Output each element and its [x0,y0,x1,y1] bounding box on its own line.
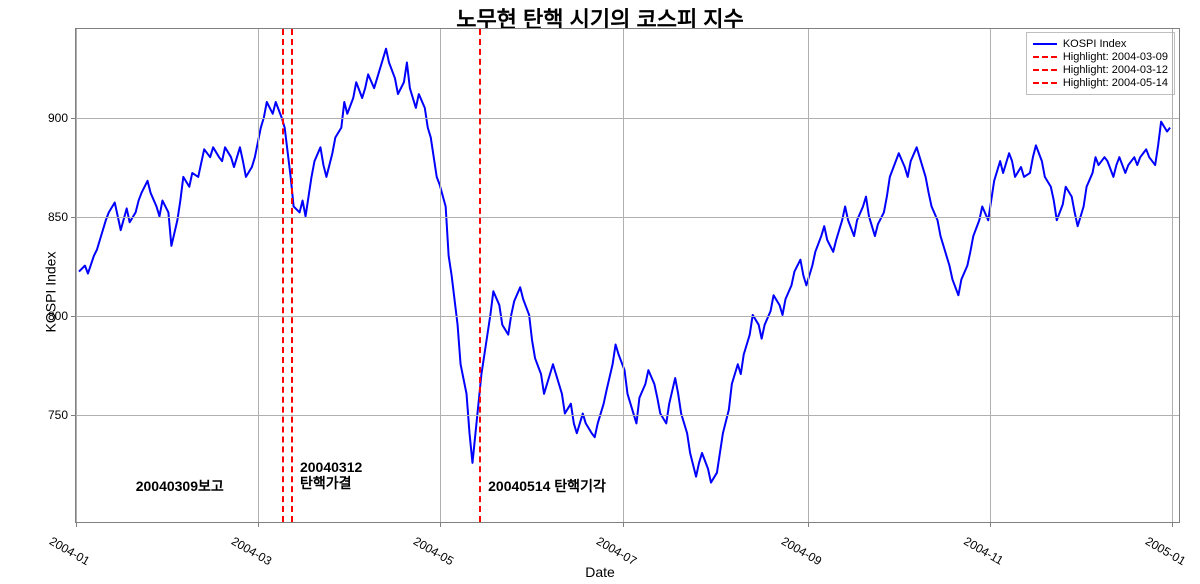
plot-area: KOSPI IndexHighlight: 2004-03-09Highligh… [75,28,1180,523]
y-tick-mark [71,415,76,416]
annotation-text: 20040309보고 [136,478,224,494]
annotation-text: 20040312탄핵가결 [300,459,362,491]
legend-swatch [1033,82,1057,84]
legend-label: Highlight: 2004-03-12 [1063,64,1168,76]
x-tick-mark [808,522,809,527]
grid-line-vertical [440,29,441,522]
x-tick-mark [440,522,441,527]
grid-line-horizontal [76,415,1179,416]
grid-line-vertical [623,29,624,522]
legend-swatch [1033,56,1057,58]
y-tick-label: 850 [48,210,68,224]
legend-item: KOSPI Index [1033,38,1168,50]
y-tick-label: 900 [48,111,68,125]
x-tick-mark [1172,522,1173,527]
grid-line-horizontal [76,316,1179,317]
legend-swatch [1033,43,1057,45]
line-series [76,29,1179,522]
grid-line-vertical [808,29,809,522]
legend-item: Highlight: 2004-05-14 [1033,77,1168,89]
highlight-line [282,29,284,522]
x-tick-label: 2004-11 [961,534,1005,568]
grid-line-vertical [1172,29,1173,522]
grid-line-vertical [990,29,991,522]
highlight-line [291,29,293,522]
y-tick-label: 750 [48,408,68,422]
legend-swatch [1033,69,1057,71]
x-tick-mark [623,522,624,527]
legend-label: Highlight: 2004-05-14 [1063,77,1168,89]
legend-label: Highlight: 2004-03-09 [1063,51,1168,63]
x-axis-label: Date [0,564,1200,580]
highlight-line [479,29,481,522]
x-tick-mark [258,522,259,527]
y-tick-mark [71,118,76,119]
annotation-text: 20040514 탄핵기각 [488,478,606,494]
x-tick-mark [76,522,77,527]
y-tick-mark [71,316,76,317]
chart-container: 노무현 탄핵 시기의 코스피 지수 KOSPI Index Date KOSPI… [0,0,1200,584]
y-tick-label: 800 [48,309,68,323]
kospi-line [79,49,1170,483]
legend: KOSPI IndexHighlight: 2004-03-09Highligh… [1026,32,1175,95]
legend-item: Highlight: 2004-03-12 [1033,64,1168,76]
grid-line-vertical [76,29,77,522]
grid-line-horizontal [76,118,1179,119]
legend-item: Highlight: 2004-03-09 [1033,51,1168,63]
grid-line-horizontal [76,217,1179,218]
x-tick-mark [990,522,991,527]
grid-line-vertical [258,29,259,522]
legend-label: KOSPI Index [1063,38,1127,50]
y-tick-mark [71,217,76,218]
